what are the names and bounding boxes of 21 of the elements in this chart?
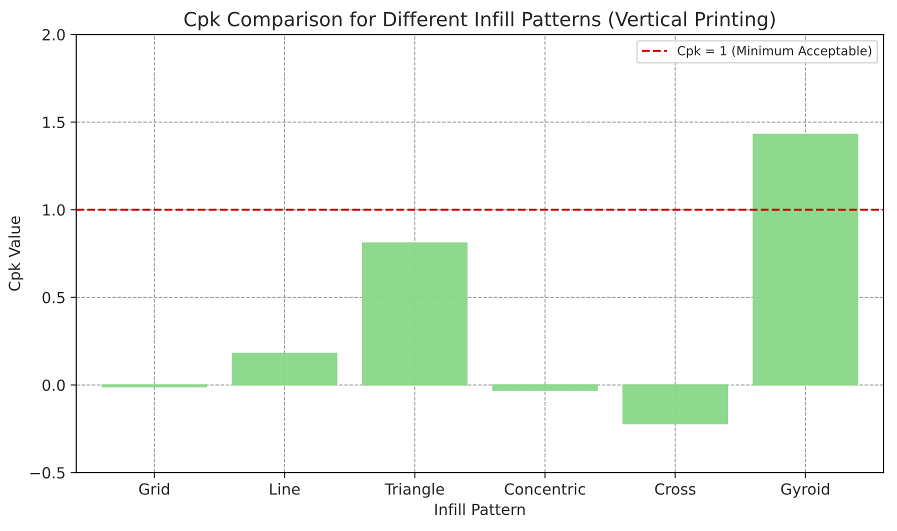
y-tick-label: 0.5 [42,292,64,304]
bar [232,352,338,386]
y-tick-label: 0.0 [42,379,65,391]
x-tick-label: Line [270,483,300,495]
x-tick-label: Concentric [504,483,586,495]
y-tick-label: −0.5 [30,467,64,479]
bar [752,134,858,386]
bar [362,242,468,386]
x-tick-label: Grid [139,483,170,495]
y-axis-title: Cpk Value [8,216,24,291]
bar [622,384,728,424]
x-tick-label: Cross [655,483,696,495]
y-tick-label: 1.5 [43,116,64,128]
chart-title: Cpk Comparison for Different Infill Patterns (Vertical Printing) [184,11,775,30]
x-tick-label: Gyroid [781,483,830,498]
bar [492,384,598,391]
y-tick-label: 1.0 [43,204,65,216]
x-axis-title: Infill Pattern [435,503,525,516]
y-tick-label: 2.0 [42,28,65,41]
legend-label: Cpk = 1 (Minimum Acceptable) [678,46,872,58]
x-tick-label: Triangle [384,483,444,498]
